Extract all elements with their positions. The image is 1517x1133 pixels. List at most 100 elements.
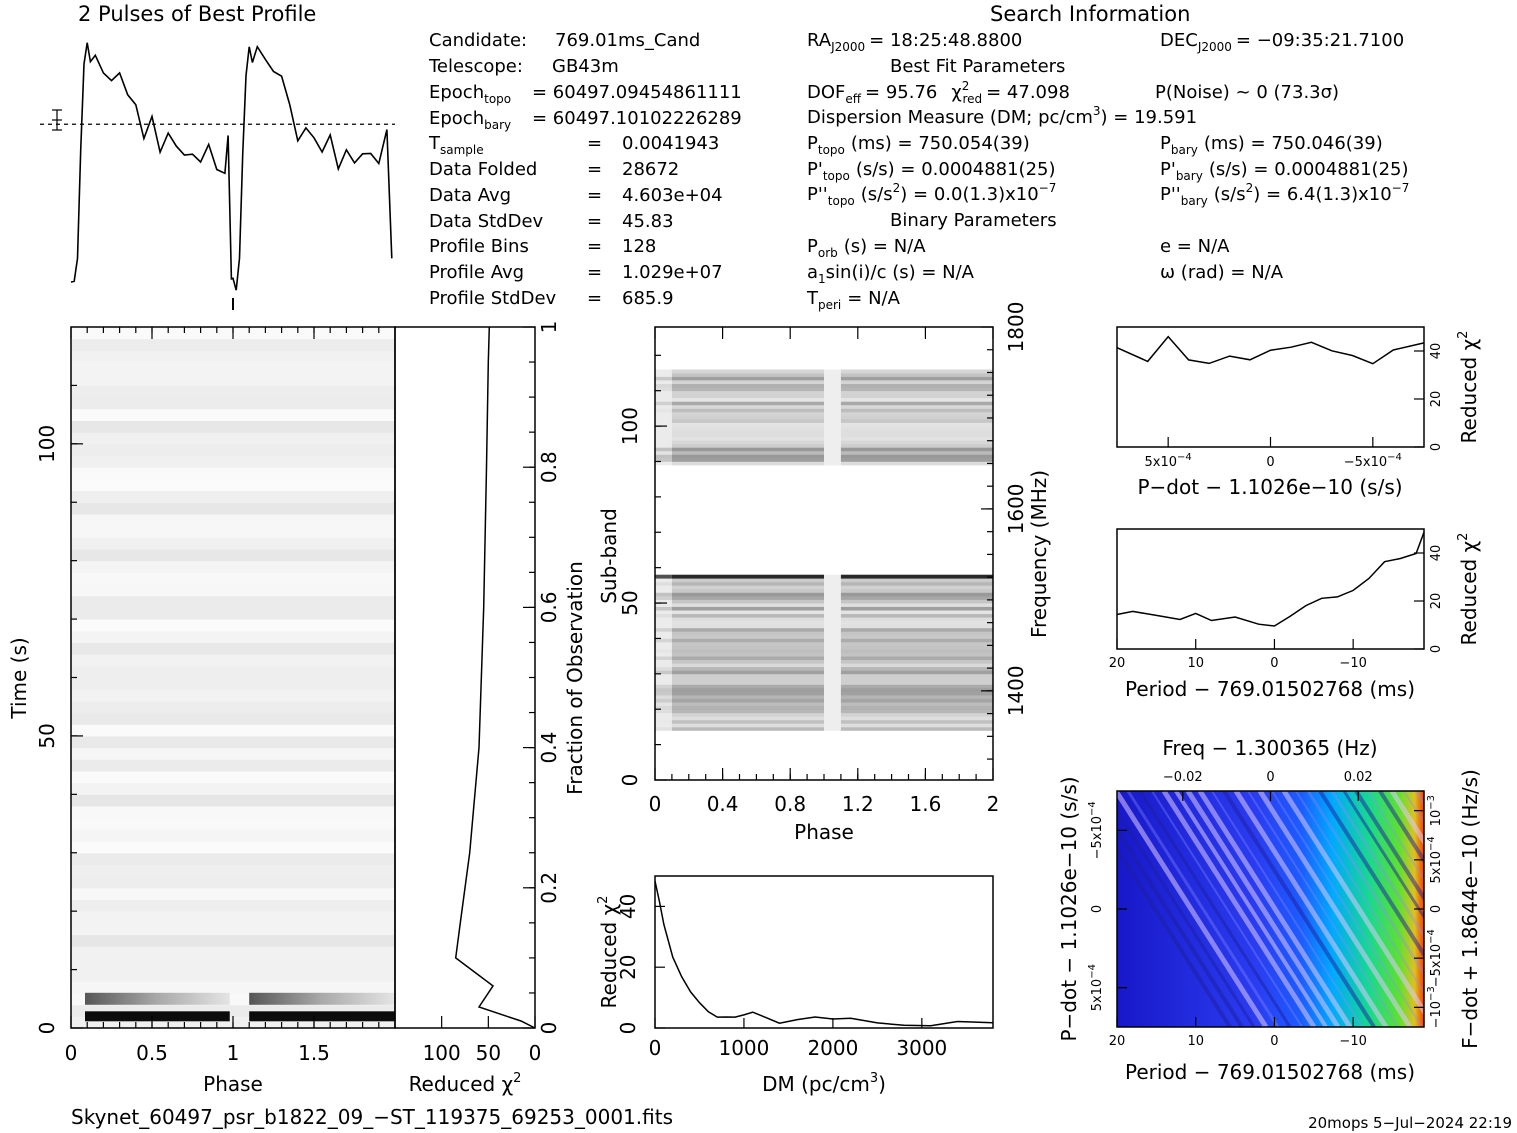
subband-row	[671, 588, 824, 593]
subband-row	[671, 394, 824, 399]
subband-row	[824, 677, 841, 682]
subband-row	[655, 369, 672, 374]
ppdot-righttick-exp: −4	[1426, 836, 1437, 851]
subband-row	[671, 684, 824, 689]
subband-row	[840, 440, 993, 445]
subband-row	[671, 411, 824, 416]
subband-row	[824, 603, 841, 607]
svg-text:P''topo(s/s2) = 0.0(1.3)x10−7: P''topo (s/s2) = 0.0(1.3)x10−7	[807, 181, 1056, 208]
subband-row	[824, 642, 841, 646]
subband-xtick-label: 0.8	[774, 792, 806, 816]
subband-row	[671, 702, 824, 706]
search-info-title: Search Information	[990, 2, 1190, 26]
subband-row	[655, 610, 672, 614]
time-phase-row	[71, 969, 395, 982]
subband-row	[671, 680, 824, 685]
pdot-ytick-label: 40	[1429, 343, 1444, 360]
profile-bins-value: 128	[622, 236, 656, 257]
subband-row	[824, 691, 841, 696]
footer-filename: Skynet_60497_psr_b1822_09_−ST_119375_692…	[71, 1105, 673, 1129]
ppdot-lefttick-label: −5x10−4	[1087, 801, 1105, 859]
ppdot-streak	[1512, 791, 1517, 1027]
subband-row	[840, 443, 993, 448]
chi2-fraction-ytick-label: 0.6	[537, 591, 561, 623]
ecc-value: e = N/A	[1160, 236, 1230, 257]
ppdot-lefttick-label: 5x10−4	[1087, 964, 1105, 1011]
svg-text:DECJ2000= −09:35:21.7100: DECJ2000 = −09:35:21.7100	[1160, 30, 1404, 54]
pdot-curve-line	[1116, 335, 1425, 365]
period-xtick-label: 0	[1270, 656, 1278, 671]
subband-row	[671, 617, 824, 622]
subband-row	[655, 606, 672, 611]
subband-row	[671, 652, 824, 657]
subband-row	[655, 440, 672, 445]
ppdot-xlabel: Period − 769.01502768 (ms)	[1125, 1060, 1415, 1084]
subband-row	[840, 380, 993, 384]
subband-row	[824, 390, 841, 395]
ppdot-toptick-label: 0.02	[1344, 770, 1373, 785]
subband-row	[840, 404, 993, 409]
time-phase-row	[71, 946, 395, 959]
subband-row	[824, 415, 841, 420]
subband-row	[655, 705, 672, 710]
time-phase-row	[71, 560, 395, 573]
ra-value: = 18:25:48.8800	[869, 30, 1022, 51]
subband-row	[840, 673, 993, 678]
subband-row	[655, 373, 672, 377]
subband-row	[655, 716, 672, 721]
tsample-label: T	[428, 133, 441, 154]
subband-row	[671, 656, 824, 660]
time-phase-row	[71, 934, 395, 947]
ppdot-streak	[1222, 791, 1376, 1027]
subband-row	[840, 677, 993, 682]
subband-row	[655, 652, 672, 657]
time-phase-row	[71, 338, 395, 351]
time-phase-row	[71, 455, 395, 468]
subband-row	[840, 454, 993, 459]
chi2-fraction-ytick-label: 1	[537, 321, 561, 334]
subband-row	[840, 719, 993, 724]
ppdot-streak	[1138, 791, 1292, 1027]
subband-row	[824, 426, 841, 430]
subband-row	[655, 702, 672, 706]
subband-row	[824, 408, 841, 413]
data-folded-value: 28672	[622, 159, 679, 180]
candidate-info: Candidate: 769.01ms_Cand Telescope: GB43m …	[428, 30, 742, 309]
subband-row	[840, 634, 993, 639]
data-avg-value: 4.603e+04	[622, 185, 723, 206]
ra-label: RA	[807, 30, 832, 51]
subband-row	[671, 373, 824, 377]
ppdot-streak	[1257, 791, 1413, 1027]
subband-row	[655, 627, 672, 632]
time-phase-row	[71, 794, 395, 807]
subband-row	[671, 390, 824, 395]
subband-row	[671, 387, 824, 392]
subband-row	[840, 369, 993, 374]
period-curve-line	[1116, 532, 1425, 627]
subband-row	[824, 596, 841, 600]
subband-row	[824, 698, 841, 703]
subband-row	[655, 691, 672, 696]
subband-row	[655, 447, 672, 452]
ppdot-righttick-label: 0	[1429, 905, 1444, 913]
subband-row	[655, 642, 672, 646]
subband-row	[824, 450, 841, 455]
subband-row	[824, 649, 841, 653]
subband-row	[655, 436, 672, 441]
time-phase-row	[71, 478, 395, 492]
subband-row	[840, 638, 993, 643]
subband-row	[655, 596, 672, 600]
time-phase-row	[71, 887, 395, 900]
dm-ytick-label: 20	[616, 954, 640, 979]
ppdot-streak	[1197, 791, 1353, 1027]
profile-stddev-label: Profile StdDev	[429, 288, 557, 309]
ppdot-streak	[1185, 791, 1341, 1027]
time-phase-row	[71, 677, 395, 690]
pdot-xtick-exp: −4	[1177, 452, 1192, 463]
period-xtick-label: 20	[1109, 656, 1126, 671]
time-phase-ticks: 0 0.5 1 1.5 0 50 100	[35, 327, 380, 1065]
subband-row	[655, 429, 672, 434]
subband-row	[655, 411, 672, 416]
subband-row	[840, 450, 993, 455]
subband-row	[671, 433, 824, 438]
